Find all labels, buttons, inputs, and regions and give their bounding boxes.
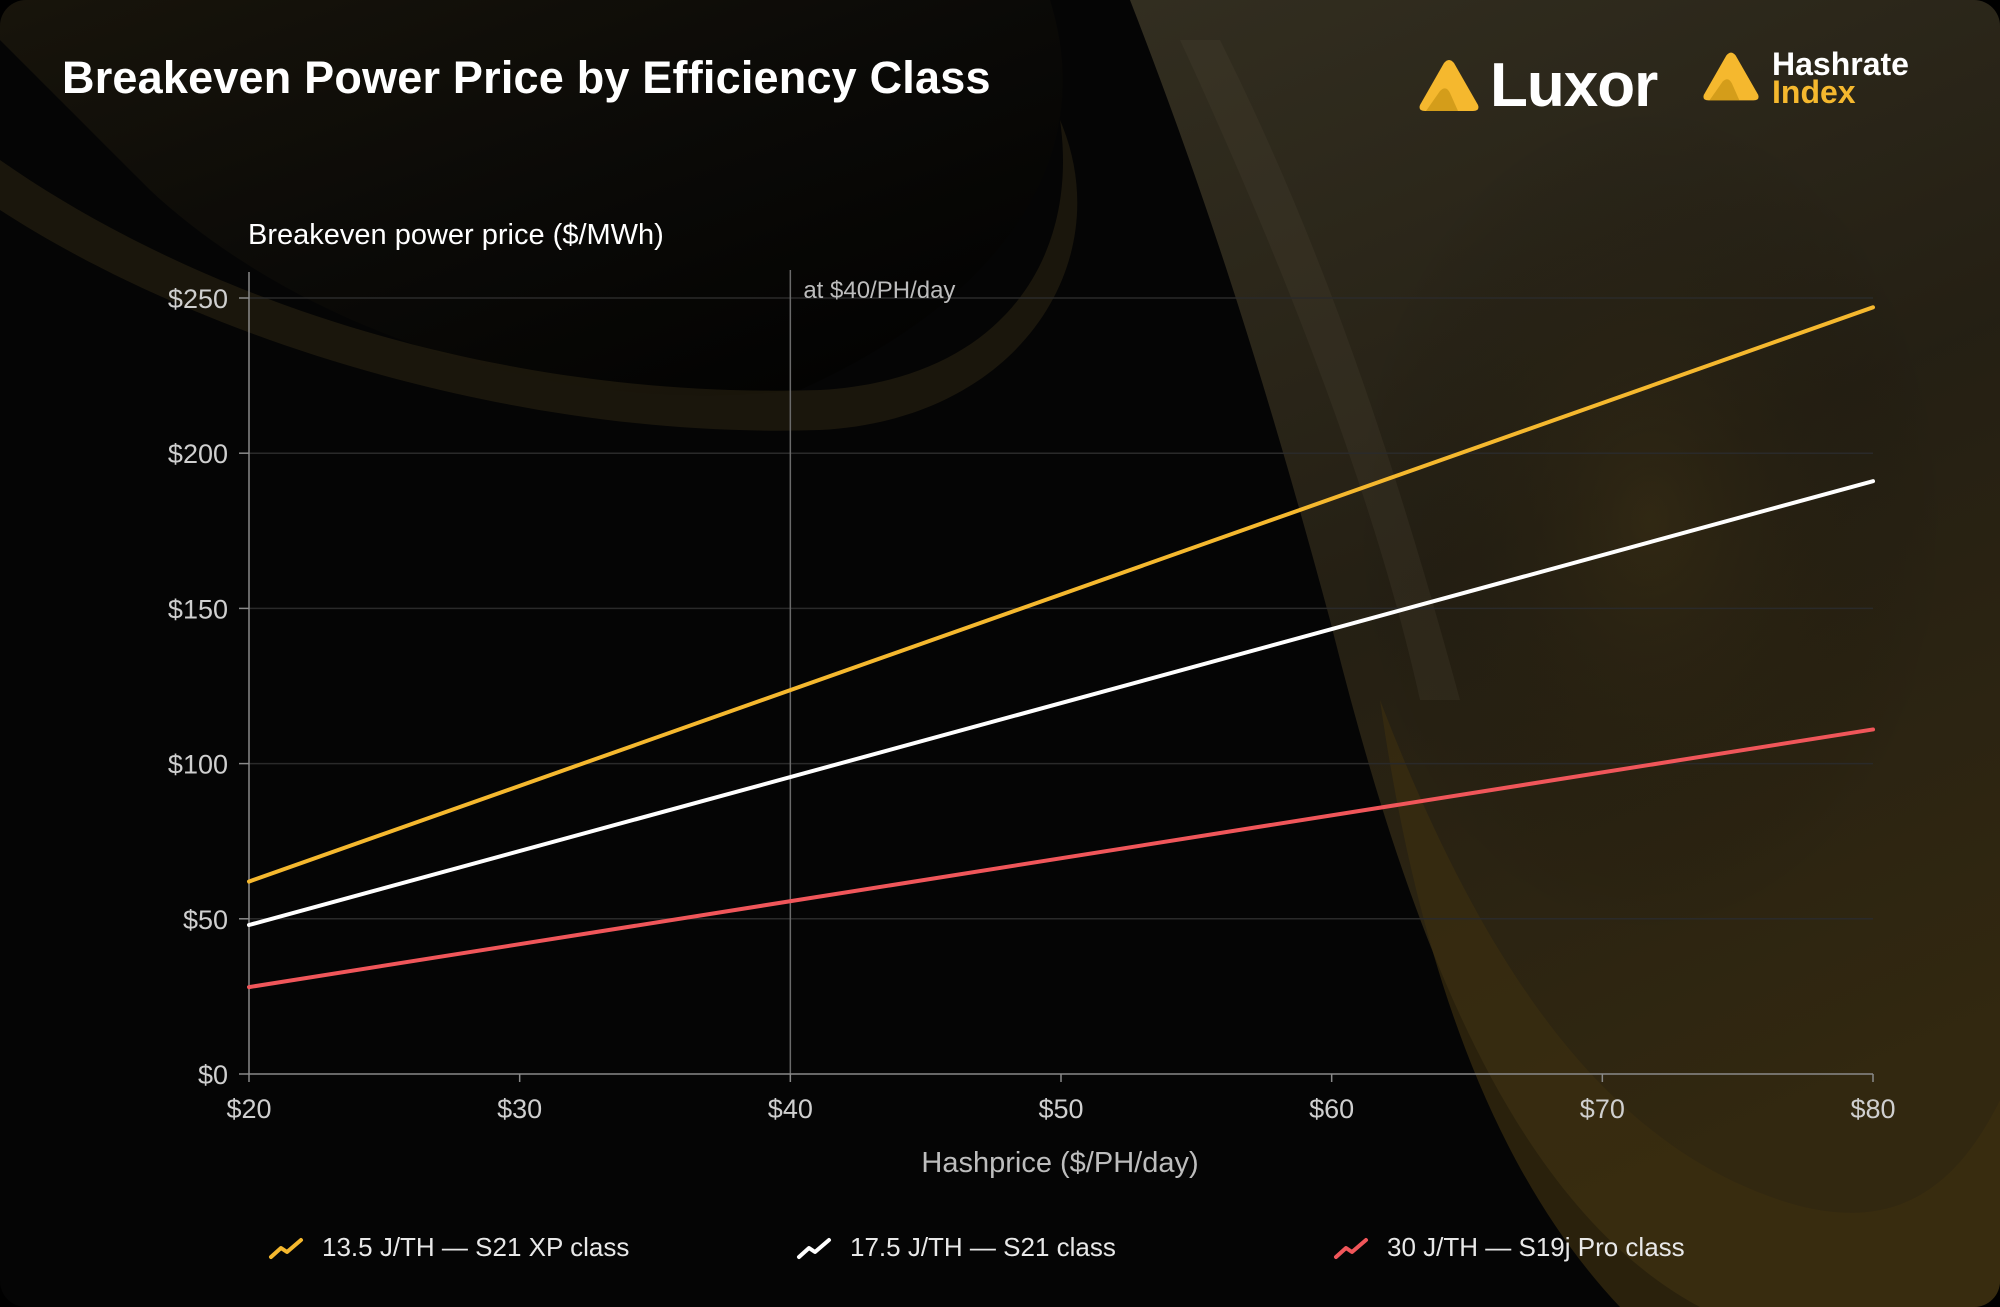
trend-line-icon [797, 1237, 831, 1259]
x-tick-label: $70 [1580, 1094, 1625, 1124]
trend-line-icon [269, 1237, 303, 1259]
legend-label: 13.5 J/TH — S21 XP class [322, 1232, 630, 1262]
legend-label: 30 J/TH — S19j Pro class [1387, 1232, 1685, 1262]
x-axis-title: Hashprice ($/PH/day) [921, 1147, 1198, 1179]
annotation: at $40/PH/day [789, 270, 955, 1074]
index-wordmark: Index [1772, 74, 1856, 110]
luxor-wordmark: Luxor [1490, 51, 1658, 120]
x-tick-label: $20 [226, 1094, 271, 1124]
legend-item[interactable]: 30 J/TH — S19j Pro class [1333, 1232, 1685, 1263]
y-axis-title: Breakeven power price ($/MWh) [248, 219, 664, 251]
chart-title: Breakeven Power Price by Efficiency Clas… [62, 52, 991, 103]
x-tick-label: $80 [1850, 1094, 1895, 1124]
x-tick-label: $60 [1309, 1094, 1354, 1124]
legend-item[interactable]: 17.5 J/TH — S21 class [796, 1232, 1116, 1263]
series-line-2 [247, 479, 1875, 928]
series-line-3 [247, 727, 1875, 990]
luxor-mark-icon [1419, 59, 1479, 111]
series-line-1 [247, 305, 1875, 884]
axes: $0 $50 $100 $150 $200 $250 $20 $30 $40 $50 $60 $70 $… [168, 272, 1896, 1124]
y-tick-label: $50 [183, 905, 228, 935]
x-tick-label: $40 [768, 1094, 813, 1124]
brand-logos: Luxor Hashrate Index [1418, 46, 1958, 121]
y-tick-label: $250 [168, 284, 228, 314]
x-tick-label: $50 [1038, 1094, 1083, 1124]
legend: 13.5 J/TH — S21 XP class 17.5 J/TH — S21 … [0, 1232, 2000, 1272]
legend-item[interactable]: 13.5 J/TH — S21 XP class [268, 1232, 629, 1263]
hashrate-wordmark: Hashrate [1772, 46, 1909, 82]
luxor-logo[interactable]: Luxor [1418, 50, 1658, 121]
y-tick-label: $200 [168, 439, 228, 469]
hashrate-index-mark-icon [1703, 52, 1759, 101]
series-lines [247, 305, 1875, 990]
x-tick-label: $30 [497, 1094, 542, 1124]
annotation-label: at $40/PH/day [803, 277, 955, 304]
axis-labels: Breakeven power price ($/MWh) Hashprice … [248, 219, 1199, 1179]
trend-line-icon [1334, 1237, 1368, 1259]
hashrate-index-logo[interactable]: Hashrate Index [1702, 46, 1909, 110]
y-tick-label: $100 [168, 750, 228, 780]
legend-label: 17.5 J/TH — S21 class [850, 1232, 1116, 1262]
y-tick-label: $0 [198, 1060, 228, 1090]
y-tick-label: $150 [168, 594, 228, 624]
grid-lines [249, 297, 1873, 920]
